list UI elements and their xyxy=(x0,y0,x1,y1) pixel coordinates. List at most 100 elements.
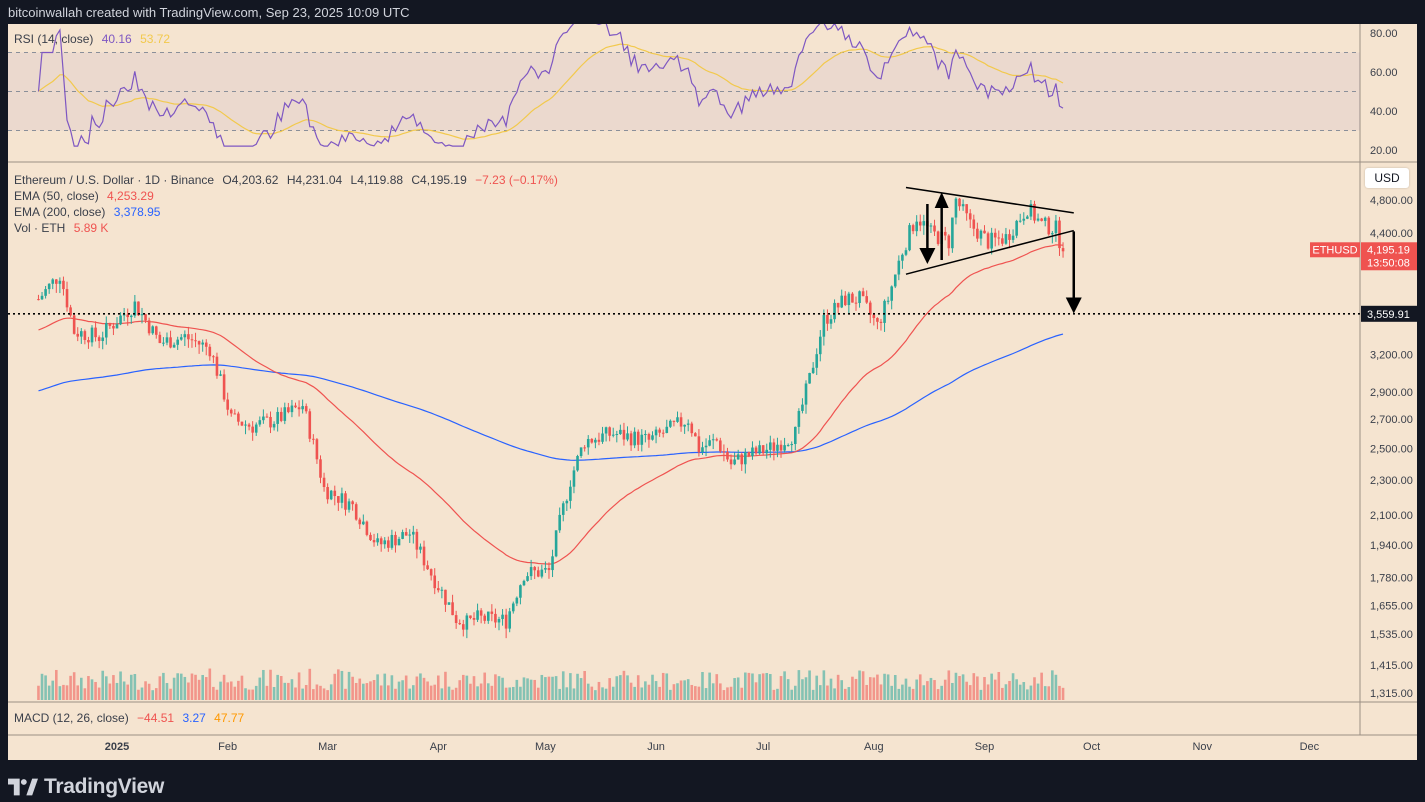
volume-bar xyxy=(433,684,437,700)
candle-body xyxy=(119,315,122,325)
candle-body xyxy=(147,320,151,334)
candle-body xyxy=(701,447,704,453)
candle-body xyxy=(219,374,222,376)
volume-bar xyxy=(647,684,651,700)
volume-bar xyxy=(1058,685,1061,700)
chart-canvas[interactable]: 4,800.00 4,400.00 3,200.00 2,900.00 2,700.00… xyxy=(8,24,1417,760)
volume-bar xyxy=(254,685,258,700)
candle-body xyxy=(583,447,586,449)
volume-bar xyxy=(1036,683,1040,700)
symbol-tag-text: ETHUSD xyxy=(1312,244,1357,256)
candle-body xyxy=(372,540,376,543)
candle-body xyxy=(865,296,868,303)
candle-body xyxy=(815,354,819,368)
candle-body xyxy=(412,531,415,535)
volume-bar xyxy=(572,688,576,700)
candle-body xyxy=(137,301,140,316)
volume-bar xyxy=(76,685,80,700)
candle-body xyxy=(647,434,651,440)
volume-bar xyxy=(154,688,158,700)
candle-body xyxy=(1047,217,1051,235)
volume-bar xyxy=(669,689,672,700)
time-axis-label: Dec xyxy=(1300,741,1320,753)
volume-bar xyxy=(651,674,654,700)
volume-bar xyxy=(783,671,786,700)
candle-body xyxy=(726,451,729,460)
macd-hist-value: 47.77 xyxy=(214,711,245,725)
volume-bar xyxy=(1015,679,1018,700)
candle-body xyxy=(794,426,797,445)
candle-body xyxy=(858,291,861,304)
volume-bar xyxy=(544,677,547,700)
volume-bar xyxy=(437,675,440,700)
candle-body xyxy=(586,438,590,448)
candle-body xyxy=(590,438,594,443)
candle-body xyxy=(151,326,154,334)
volume-bar xyxy=(394,688,397,700)
volume-bar xyxy=(694,686,697,700)
candle-body xyxy=(461,624,465,630)
candle-body xyxy=(354,504,358,520)
candle-body xyxy=(72,315,76,334)
volume-bar xyxy=(704,688,708,700)
rsi-pane xyxy=(8,24,1360,147)
candle-body xyxy=(454,615,458,624)
candle-body xyxy=(943,231,947,236)
macd-legend[interactable]: MACD (12, 26, close) −44.51 3.27 47.77 xyxy=(14,711,249,725)
volume-bar xyxy=(1001,687,1004,700)
ema200-label: EMA (200, close) xyxy=(14,205,106,219)
volume-bar xyxy=(72,672,76,700)
volume-bar xyxy=(622,670,626,700)
candle-body xyxy=(533,567,536,571)
candle-body xyxy=(97,337,101,342)
volume-bar xyxy=(790,689,794,700)
candle-body xyxy=(633,431,636,446)
macd-legend-name: MACD (12, 26, close) xyxy=(14,711,129,725)
volume-bar xyxy=(761,673,765,700)
price-legend[interactable]: Ethereum / U.S. Dollar · 1D · Binance O4… xyxy=(14,172,563,236)
candle-body xyxy=(358,519,362,525)
candle-body xyxy=(783,445,786,451)
last-price-text: 4,195.19 xyxy=(1367,244,1410,256)
candle-body xyxy=(458,623,462,625)
candle-body xyxy=(879,321,883,323)
chart-frame[interactable]: 4,800.00 4,400.00 3,200.00 2,900.00 2,700.00… xyxy=(8,24,1417,760)
candle-body xyxy=(1054,220,1058,234)
candle-body xyxy=(262,416,265,421)
candle-body xyxy=(915,221,918,232)
time-axis-label: Apr xyxy=(430,741,447,753)
candle-body xyxy=(993,232,997,238)
volume-bar xyxy=(240,675,244,700)
volume-label: Vol · ETH xyxy=(14,221,66,235)
candle-body xyxy=(1043,217,1047,221)
candle-body xyxy=(736,454,740,460)
macd-value: −44.51 xyxy=(137,711,175,725)
candle-body xyxy=(911,225,915,232)
candle-body xyxy=(1051,233,1054,235)
rsi-legend[interactable]: RSI (14, close) 40.16 53.72 xyxy=(14,32,175,46)
triangle-upper-trendline xyxy=(905,186,1074,214)
volume-bar xyxy=(586,683,590,700)
candle-body xyxy=(833,302,836,320)
candle-body xyxy=(936,231,940,244)
candle-body xyxy=(515,597,519,604)
candle-body xyxy=(187,334,190,340)
candle-body xyxy=(329,490,333,500)
volume-bar xyxy=(865,684,868,700)
candle-body xyxy=(722,451,726,453)
price-axis-tick: 3,200.00 xyxy=(1370,349,1413,361)
currency-button[interactable]: USD xyxy=(1365,168,1409,188)
last-price-tag-bg xyxy=(1361,242,1417,271)
volume-bar xyxy=(876,674,879,700)
volume-bar xyxy=(308,668,312,700)
candle-body xyxy=(101,337,105,342)
volume-bar xyxy=(469,683,472,700)
candle-body xyxy=(165,337,169,343)
candle-body xyxy=(494,613,497,623)
candle-body xyxy=(990,232,993,249)
volume-bar xyxy=(872,677,876,700)
volume-bar xyxy=(826,685,829,700)
volume-bar xyxy=(993,679,997,700)
volume-bar xyxy=(601,687,604,700)
volume-bar xyxy=(504,687,508,700)
